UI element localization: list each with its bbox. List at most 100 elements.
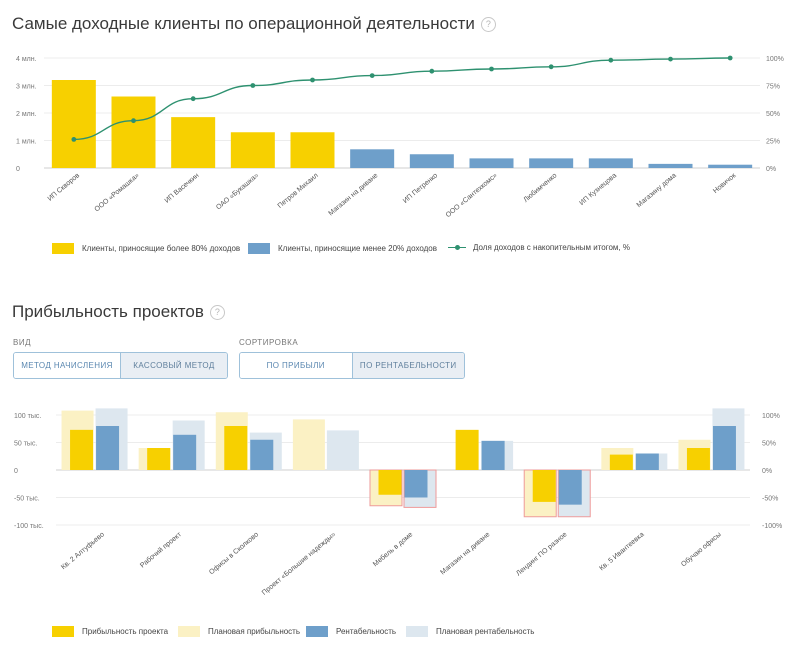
y-tick-label: 50 тыс. [14,441,37,448]
profit-bar [70,429,94,470]
legend-swatch-light-blue [406,626,428,637]
help-icon[interactable]: ? [209,305,225,320]
line-point [429,68,435,74]
y2-tick-label: 50% [766,111,780,118]
view-toggle: МЕТОД НАЧИСЛЕНИЯ КАССОВЫЙ МЕТОД [13,352,228,379]
chart1-title: Самые доходные клиенты по операционной д… [12,14,496,34]
category-label: Кв. 5 Ивантеевка [598,531,645,572]
category-label: Кв. 2 Алтуфьево [60,531,106,571]
legend-label: Прибыльность проекта [82,627,169,636]
top-clients-chart: 4 млн. 3 млн. 2 млн. 1 млн. 0 100% 75% 50% 25% 0%… [16,55,784,219]
chart2-title: Прибыльность проектов? [12,302,225,322]
y-tick-label: 100 тыс. [14,413,41,420]
y2-tick-label: 0% [766,166,776,173]
sort-by-profit-button[interactable]: ПО ПРИБЫЛИ [240,353,352,378]
legend-swatch-blue [248,243,270,254]
bar [51,80,96,168]
legend-line-marker-icon [448,244,466,252]
legend-item-cumulative: Доля доходов с накопительным итогом, % [448,243,630,252]
sort-by-profitability-button[interactable]: ПО РЕНТАБЕЛЬНОСТИ [351,353,464,378]
line-point [489,66,494,72]
bar [350,149,395,168]
profitability-bar [250,439,274,470]
chart2-title-text: Прибыльность проектов [12,302,204,321]
profitability-bar [558,470,582,505]
legend-swatch-light-yellow [178,626,200,637]
sort-label: СОРТИРОВКА [239,338,299,347]
legend-swatch-blue [306,626,328,637]
y2-tick-label: 75% [766,84,780,91]
profit-bar [609,454,633,470]
line-point [190,96,196,102]
planned-profitability-bar [326,430,359,470]
legend-item-profit: Прибыльность проекта [52,626,168,637]
category-label: Проект «Большие надежды» [261,531,337,597]
profitability-bar [404,470,428,498]
sort-toggle: ПО ПРИБЫЛИ ПО РЕНТАБЕЛЬНОСТИ [239,352,465,379]
bar [588,158,633,168]
legend-label: Рентабельность [336,627,397,636]
profit-bar [686,448,710,470]
line-point [369,73,375,78]
profitability-bar [481,440,505,470]
help-icon[interactable]: ? [480,17,496,32]
bar [290,132,335,168]
bar [469,158,514,168]
profit-bar [378,470,402,495]
bar [529,158,574,168]
line-point [250,83,256,88]
profit-bar [147,448,171,470]
legend-label: Доля доходов с накопительным итогом, % [473,243,630,252]
legend-item-other-clients: Клиенты, приносящие менее 20% доходов [248,243,437,254]
legend-item-planned-profit: Плановая прибыльность [178,626,300,637]
y-tick-label: 3 млн. [16,84,37,91]
line-point [310,77,315,83]
line-point [668,56,673,62]
legend-item-profitability: Рентабельность [306,626,396,637]
legend-swatch-yellow [52,243,74,254]
category-label: Магазин на диване [439,531,491,576]
line-point [71,137,77,142]
y-tick-label: 0 [14,468,18,475]
line-point [608,57,614,63]
line-point [548,64,554,70]
y2-tick-label: 50% [762,441,776,448]
y2-tick-label: 100% [762,413,780,420]
profit-bar [224,426,248,470]
category-label: Обучаю офисы [680,530,723,568]
category-label: Офисы в Сколково [208,531,260,576]
line-point [131,118,136,124]
category-label: Рабочий проект [139,530,184,570]
y-tick-label: -50 тыс. [14,496,40,503]
profitability-bar [96,426,120,470]
y2-tick-label: 0% [762,468,772,475]
category-label: Лендинг ПО разное [515,531,568,577]
chart1-title-text: Самые доходные клиенты по операционной д… [12,14,475,33]
legend-label: Плановая прибыльность [208,627,301,636]
bar [409,154,454,168]
view-cash-button[interactable]: КАССОВЫЙ МЕТОД [120,353,227,378]
category-label: Мебель в доме [371,530,414,568]
legend-label: Плановая рентабельность [436,627,535,636]
bar [171,117,216,168]
legend-item-planned-profitability: Плановая рентабельность [406,626,534,637]
planned-profit-bar [292,419,325,470]
y2-tick-label: -50% [762,496,778,503]
y-tick-label: 2 млн. [16,111,37,118]
bar [708,164,753,168]
bar [230,132,275,168]
bar [648,163,693,168]
y-tick-label: 1 млн. [16,139,37,146]
y-tick-label: 0 [16,166,20,173]
y-tick-label: 4 млн. [16,56,37,63]
line-point [727,55,733,61]
y2-tick-label: 25% [766,139,780,146]
y-tick-label: -100 тыс. [14,523,44,530]
legend-label: Клиенты, приносящие менее 20% доходов [278,244,437,253]
y2-tick-label: 100% [766,56,784,63]
view-accrual-button[interactable]: МЕТОД НАЧИСЛЕНИЯ [14,353,120,378]
profit-bar [532,470,556,502]
y2-tick-label: -100% [762,523,782,530]
profitability-bar [712,426,736,470]
